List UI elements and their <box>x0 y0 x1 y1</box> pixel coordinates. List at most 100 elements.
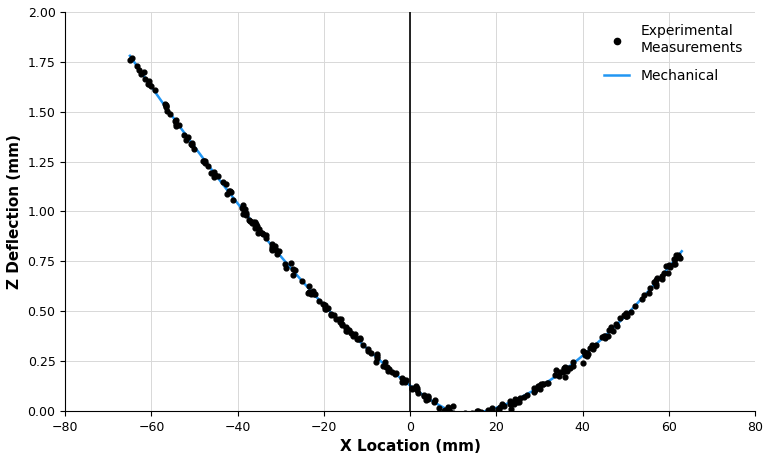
Experimental
Measurements <box>285 259 297 266</box>
Experimental
Measurements <box>185 140 197 147</box>
Mechanical <box>564 364 573 370</box>
Experimental
Measurements <box>578 351 591 359</box>
Experimental
Measurements <box>512 396 524 403</box>
Experimental
Measurements <box>236 204 248 212</box>
Experimental
Measurements <box>319 305 331 313</box>
Experimental
Measurements <box>521 391 533 399</box>
Experimental
Measurements <box>602 332 614 340</box>
Experimental
Measurements <box>656 275 668 282</box>
Experimental
Measurements <box>286 272 299 279</box>
Experimental
Measurements <box>582 350 594 357</box>
Legend: Experimental
Measurements, Mechanical: Experimental Measurements, Mechanical <box>598 19 748 88</box>
Experimental
Measurements <box>182 133 194 141</box>
Experimental
Measurements <box>246 219 259 226</box>
Experimental
Measurements <box>662 269 675 277</box>
Experimental
Measurements <box>440 408 453 415</box>
Experimental
Measurements <box>266 241 278 248</box>
Experimental
Measurements <box>558 365 571 372</box>
Mechanical <box>677 248 686 254</box>
Experimental
Measurements <box>382 367 394 375</box>
Experimental
Measurements <box>251 223 263 230</box>
Experimental
Measurements <box>371 352 383 360</box>
Experimental
Measurements <box>253 225 266 232</box>
Experimental
Measurements <box>253 228 266 236</box>
Experimental
Measurements <box>557 369 569 376</box>
Experimental
Measurements <box>603 326 615 334</box>
Experimental
Measurements <box>511 398 524 406</box>
Experimental
Measurements <box>219 180 232 188</box>
Experimental
Measurements <box>587 343 599 350</box>
Mechanical <box>309 291 318 297</box>
Experimental
Measurements <box>303 289 315 296</box>
Experimental
Measurements <box>672 252 685 259</box>
Experimental
Measurements <box>457 410 470 418</box>
Experimental
Measurements <box>441 403 454 411</box>
Experimental
Measurements <box>658 269 670 277</box>
Experimental
Measurements <box>133 66 146 74</box>
Experimental
Measurements <box>239 206 251 213</box>
Experimental
Measurements <box>541 379 554 386</box>
Experimental
Measurements <box>340 325 353 332</box>
Experimental
Measurements <box>406 385 418 392</box>
Experimental
Measurements <box>577 347 589 355</box>
Experimental
Measurements <box>466 409 478 416</box>
Experimental
Measurements <box>362 345 374 353</box>
Experimental
Measurements <box>341 328 353 335</box>
Experimental
Measurements <box>270 247 283 254</box>
Experimental
Measurements <box>303 289 315 296</box>
Experimental
Measurements <box>212 172 224 180</box>
Experimental
Measurements <box>507 399 519 407</box>
Experimental
Measurements <box>509 398 521 406</box>
Experimental
Measurements <box>438 407 450 414</box>
Y-axis label: Z Deflection (mm): Z Deflection (mm) <box>7 134 22 289</box>
Experimental
Measurements <box>377 362 389 370</box>
Experimental
Measurements <box>380 363 393 370</box>
Experimental
Measurements <box>289 267 301 274</box>
Experimental
Measurements <box>208 173 220 181</box>
Experimental
Measurements <box>518 394 531 401</box>
Experimental
Measurements <box>246 218 259 225</box>
Experimental
Measurements <box>596 334 608 341</box>
Experimental
Measurements <box>535 381 547 388</box>
Experimental
Measurements <box>334 318 346 325</box>
Experimental
Measurements <box>562 364 574 371</box>
Experimental
Measurements <box>561 367 573 375</box>
Experimental
Measurements <box>335 315 347 322</box>
Experimental
Measurements <box>307 288 320 295</box>
Experimental
Measurements <box>343 326 356 333</box>
Experimental
Measurements <box>629 302 641 309</box>
Experimental
Measurements <box>590 341 602 349</box>
Experimental
Measurements <box>475 410 487 417</box>
Experimental
Measurements <box>558 363 571 371</box>
Experimental
Measurements <box>351 336 363 343</box>
Experimental
Measurements <box>169 120 182 128</box>
Experimental
Measurements <box>340 323 353 331</box>
Experimental
Measurements <box>528 388 541 396</box>
Experimental
Measurements <box>221 190 233 197</box>
Experimental
Measurements <box>161 107 173 114</box>
Experimental
Measurements <box>462 410 474 418</box>
Experimental
Measurements <box>186 142 199 149</box>
Experimental
Measurements <box>474 408 487 415</box>
Experimental
Measurements <box>422 395 434 402</box>
Experimental
Measurements <box>370 351 383 358</box>
Experimental
Measurements <box>406 384 418 391</box>
Experimental
Measurements <box>417 391 430 399</box>
Experimental
Measurements <box>410 387 423 394</box>
Experimental
Measurements <box>673 253 685 260</box>
Experimental
Measurements <box>362 347 374 355</box>
Experimental
Measurements <box>319 301 331 309</box>
Experimental
Measurements <box>336 321 348 328</box>
Experimental
Measurements <box>240 209 253 216</box>
Experimental
Measurements <box>266 246 278 253</box>
Experimental
Measurements <box>257 231 270 238</box>
Experimental
Measurements <box>130 62 142 69</box>
Experimental
Measurements <box>660 263 672 270</box>
Experimental
Measurements <box>199 160 211 167</box>
Experimental
Measurements <box>537 380 550 387</box>
Experimental
Measurements <box>558 364 571 372</box>
X-axis label: X Location (mm): X Location (mm) <box>340 439 480 454</box>
Experimental
Measurements <box>327 312 340 319</box>
Experimental
Measurements <box>365 349 377 356</box>
Experimental
Measurements <box>624 308 637 315</box>
